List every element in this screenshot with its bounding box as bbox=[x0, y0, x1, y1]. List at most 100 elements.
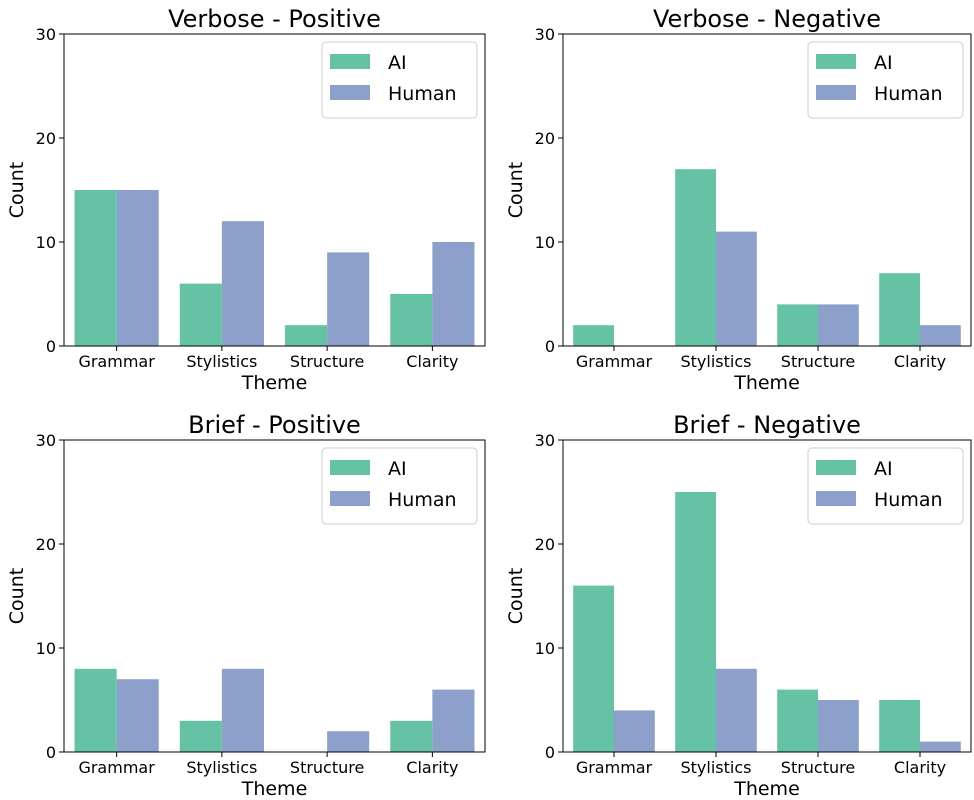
chart-title: Brief - Negative bbox=[673, 411, 861, 439]
axes-frame bbox=[562, 33, 972, 347]
legend-label-human: Human bbox=[388, 489, 457, 511]
x-tick-label: Clarity bbox=[894, 352, 946, 371]
x-tick-label: Stylistics bbox=[186, 352, 257, 371]
bar-human-grammar bbox=[116, 679, 159, 752]
y-tick-label: 10 bbox=[36, 233, 56, 252]
y-axis-label: Count bbox=[505, 162, 527, 218]
bar-ai-grammar bbox=[74, 668, 117, 752]
bar-ai-clarity bbox=[879, 700, 920, 752]
bar-human-clarity bbox=[920, 325, 961, 346]
legend-label-ai: AI bbox=[388, 52, 407, 74]
y-tick-label: 0 bbox=[545, 743, 555, 762]
legend-label-human: Human bbox=[874, 489, 943, 511]
x-axis-label: Theme bbox=[733, 778, 800, 800]
legend-swatch-ai bbox=[816, 460, 856, 475]
bar-human-stylistics bbox=[716, 231, 757, 346]
x-tick-label: Structure bbox=[781, 352, 855, 371]
bar-ai-clarity bbox=[879, 273, 920, 346]
legend-label-human: Human bbox=[874, 83, 943, 105]
legend: AI Human bbox=[807, 41, 964, 119]
y-tick-label: 20 bbox=[535, 129, 555, 148]
bar-ai-stylistics bbox=[675, 169, 716, 346]
y-tick-label: 20 bbox=[36, 129, 56, 148]
y-tick-label: 30 bbox=[535, 431, 555, 450]
x-tick-label: Structure bbox=[290, 758, 364, 777]
x-tick-label: Stylistics bbox=[681, 758, 752, 777]
y-tick-label: 10 bbox=[535, 639, 555, 658]
legend-swatch-human bbox=[330, 491, 370, 506]
x-tick-label: Grammar bbox=[576, 352, 653, 371]
bar-ai-stylistics bbox=[179, 720, 222, 752]
x-tick-label: Clarity bbox=[406, 758, 458, 777]
y-tick-label: 30 bbox=[36, 431, 56, 450]
legend-label-ai: AI bbox=[388, 458, 407, 480]
y-tick-label: 0 bbox=[46, 337, 56, 356]
bar-human-clarity bbox=[432, 689, 475, 752]
bar-human-structure bbox=[327, 731, 370, 752]
chart-panel: 0 10 20 30 Grammar Stylistics Structure Clarity… bbox=[6, 5, 486, 394]
legend-swatch-human bbox=[816, 491, 856, 506]
bar-ai-grammar bbox=[573, 585, 614, 752]
y-tick-label: 20 bbox=[535, 535, 555, 554]
y-axis-label: Count bbox=[6, 162, 28, 218]
y-tick-label: 30 bbox=[36, 25, 56, 44]
x-axis-label: Theme bbox=[733, 372, 800, 394]
y-tick-label: 30 bbox=[535, 25, 555, 44]
y-tick-label: 20 bbox=[36, 535, 56, 554]
legend-swatch-human bbox=[816, 85, 856, 100]
y-axis-label: Count bbox=[6, 568, 28, 624]
legend-swatch-ai bbox=[816, 54, 856, 69]
legend-label-ai: AI bbox=[874, 458, 893, 480]
x-tick-label: Structure bbox=[781, 758, 855, 777]
bar-human-clarity bbox=[920, 741, 961, 752]
bar-ai-structure bbox=[777, 304, 818, 346]
legend-swatch-ai bbox=[330, 460, 370, 475]
bar-ai-stylistics bbox=[179, 283, 222, 346]
x-tick-label: Grammar bbox=[576, 758, 653, 777]
legend-label-ai: AI bbox=[874, 52, 893, 74]
legend-swatch-human bbox=[330, 85, 370, 100]
legend-label-human: Human bbox=[388, 83, 457, 105]
bar-human-structure bbox=[818, 700, 859, 752]
legend: AI Human bbox=[321, 41, 478, 119]
bar-human-stylistics bbox=[221, 221, 264, 346]
x-tick-label: Structure bbox=[290, 352, 364, 371]
y-axis-label: Count bbox=[505, 568, 527, 624]
legend: AI Human bbox=[321, 447, 478, 525]
bar-human-stylistics bbox=[716, 668, 757, 752]
axes-frame bbox=[562, 439, 972, 753]
legend: AI Human bbox=[807, 447, 964, 525]
bar-ai-grammar bbox=[573, 325, 614, 346]
bar-human-structure bbox=[818, 304, 859, 346]
x-tick-label: Stylistics bbox=[681, 352, 752, 371]
x-tick-label: Stylistics bbox=[186, 758, 257, 777]
bar-ai-clarity bbox=[390, 294, 433, 346]
axes-frame bbox=[63, 33, 486, 347]
bar-human-clarity bbox=[432, 242, 475, 346]
bar-ai-structure bbox=[777, 689, 818, 752]
chart-panel: 0 10 20 30 Grammar Stylistics Structure Clarity… bbox=[6, 411, 486, 800]
x-tick-label: Grammar bbox=[78, 758, 155, 777]
axes-frame bbox=[63, 439, 486, 753]
x-tick-label: Clarity bbox=[894, 758, 946, 777]
bar-human-grammar bbox=[614, 710, 655, 752]
chart-title: Brief - Positive bbox=[188, 411, 361, 439]
chart-panel: 0 10 20 30 Grammar Stylistics Structure Clarity… bbox=[505, 5, 972, 394]
bar-ai-grammar bbox=[74, 190, 117, 346]
chart-title: Verbose - Negative bbox=[653, 5, 881, 33]
chart-title: Verbose - Positive bbox=[168, 5, 381, 33]
bar-ai-clarity bbox=[390, 720, 433, 752]
bar-human-stylistics bbox=[221, 668, 264, 752]
legend-swatch-ai bbox=[330, 54, 370, 69]
x-axis-label: Theme bbox=[241, 372, 308, 394]
x-tick-label: Grammar bbox=[78, 352, 155, 371]
y-tick-label: 0 bbox=[46, 743, 56, 762]
x-axis-label: Theme bbox=[241, 778, 308, 800]
bar-ai-structure bbox=[285, 325, 328, 346]
y-tick-label: 10 bbox=[535, 233, 555, 252]
bar-human-grammar bbox=[116, 190, 159, 346]
y-tick-label: 10 bbox=[36, 639, 56, 658]
y-tick-label: 0 bbox=[545, 337, 555, 356]
bar-ai-stylistics bbox=[675, 492, 716, 752]
